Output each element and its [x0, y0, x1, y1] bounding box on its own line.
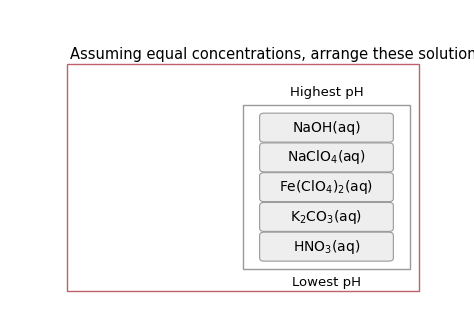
- Text: HNO$_{\mathregular{3}}$(aq): HNO$_{\mathregular{3}}$(aq): [293, 238, 360, 256]
- Text: NaClO$_{\mathregular{4}}$(aq): NaClO$_{\mathregular{4}}$(aq): [287, 149, 366, 166]
- FancyBboxPatch shape: [260, 202, 393, 232]
- Text: Fe(ClO$_{\mathregular{4}}$)$_{\mathregular{2}}$(aq): Fe(ClO$_{\mathregular{4}}$)$_{\mathregul…: [279, 178, 374, 196]
- Text: Lowest pH: Lowest pH: [292, 276, 361, 289]
- Text: Assuming equal concentrations, arrange these solutions by pH.: Assuming equal concentrations, arrange t…: [70, 47, 474, 62]
- Text: Highest pH: Highest pH: [290, 86, 363, 98]
- FancyBboxPatch shape: [260, 143, 393, 172]
- Text: NaOH(aq): NaOH(aq): [292, 121, 361, 135]
- FancyBboxPatch shape: [260, 113, 393, 142]
- Text: K$_{\mathregular{2}}$CO$_{\mathregular{3}}$(aq): K$_{\mathregular{2}}$CO$_{\mathregular{3…: [291, 208, 363, 226]
- FancyBboxPatch shape: [260, 173, 393, 202]
- FancyBboxPatch shape: [260, 232, 393, 261]
